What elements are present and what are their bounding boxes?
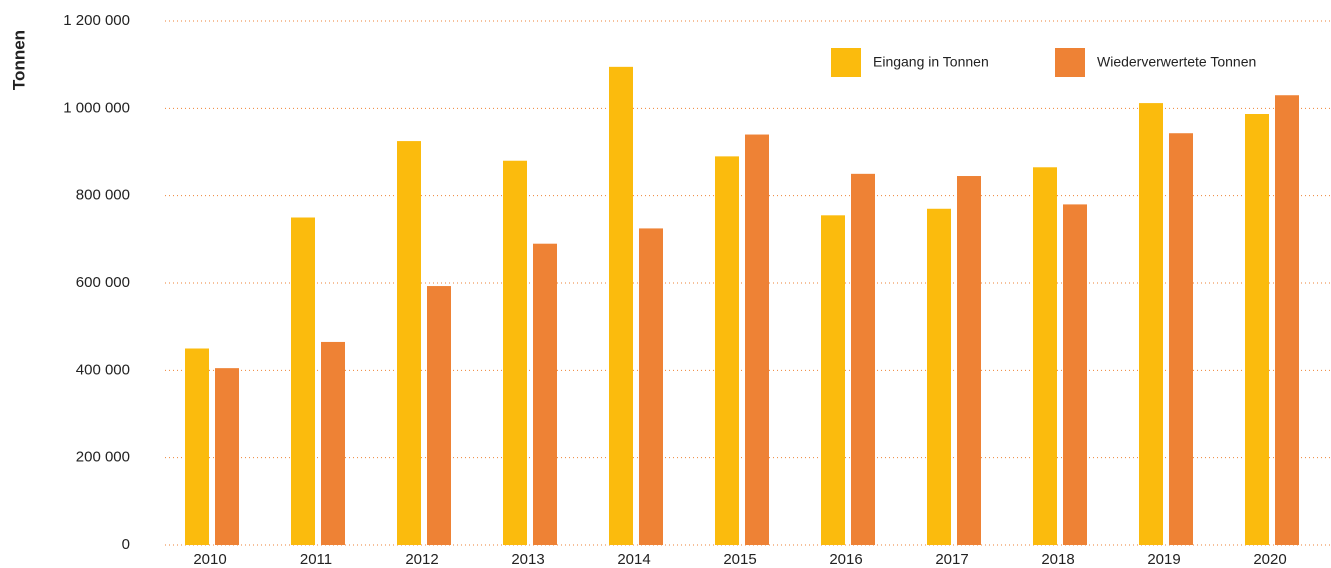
bar [427,286,451,545]
x-tick-label: 2015 [723,551,756,568]
x-tick-label: 2010 [193,551,226,568]
bar [397,141,421,546]
y-tick-label: 600 000 [76,274,130,291]
bar [1063,204,1087,545]
bar [821,215,845,546]
x-tick-label: 2019 [1147,551,1180,568]
x-tick-label: 2014 [617,551,650,568]
bar [1275,95,1299,545]
y-tick-label: 400 000 [76,361,130,378]
legend-swatch [1055,48,1085,77]
y-tick-label: 1 000 000 [63,99,130,116]
legend-label: Eingang in Tonnen [873,54,989,70]
y-tick-label: 800 000 [76,187,130,204]
y-tick-label: 200 000 [76,449,130,466]
bar [927,208,951,545]
bar [185,348,209,545]
bar [321,341,345,545]
y-tick-label: 0 [122,536,130,553]
bar [1245,114,1269,545]
bar [291,217,315,545]
bar [1169,133,1193,545]
bar [639,228,663,545]
legend-swatch [831,48,861,77]
bar [609,66,633,545]
x-tick-label: 2016 [829,551,862,568]
bar [503,160,527,545]
x-tick-label: 2013 [511,551,544,568]
x-tick-label: 2018 [1041,551,1074,568]
bar [1139,103,1163,546]
bar [851,173,875,546]
bar [745,134,769,546]
x-tick-label: 2012 [405,551,438,568]
legend-label: Wiederverwertete Tonnen [1097,54,1256,70]
bar [533,243,557,545]
bar [715,156,739,545]
y-tick-label: 1 200 000 [63,12,130,29]
bar [1033,167,1057,546]
x-tick-label: 2011 [300,551,332,568]
bar [215,368,239,545]
x-tick-label: 2020 [1253,551,1286,568]
bar [957,176,981,545]
x-tick-label: 2017 [935,551,968,568]
y-axis-title: Tonnen [9,30,28,90]
